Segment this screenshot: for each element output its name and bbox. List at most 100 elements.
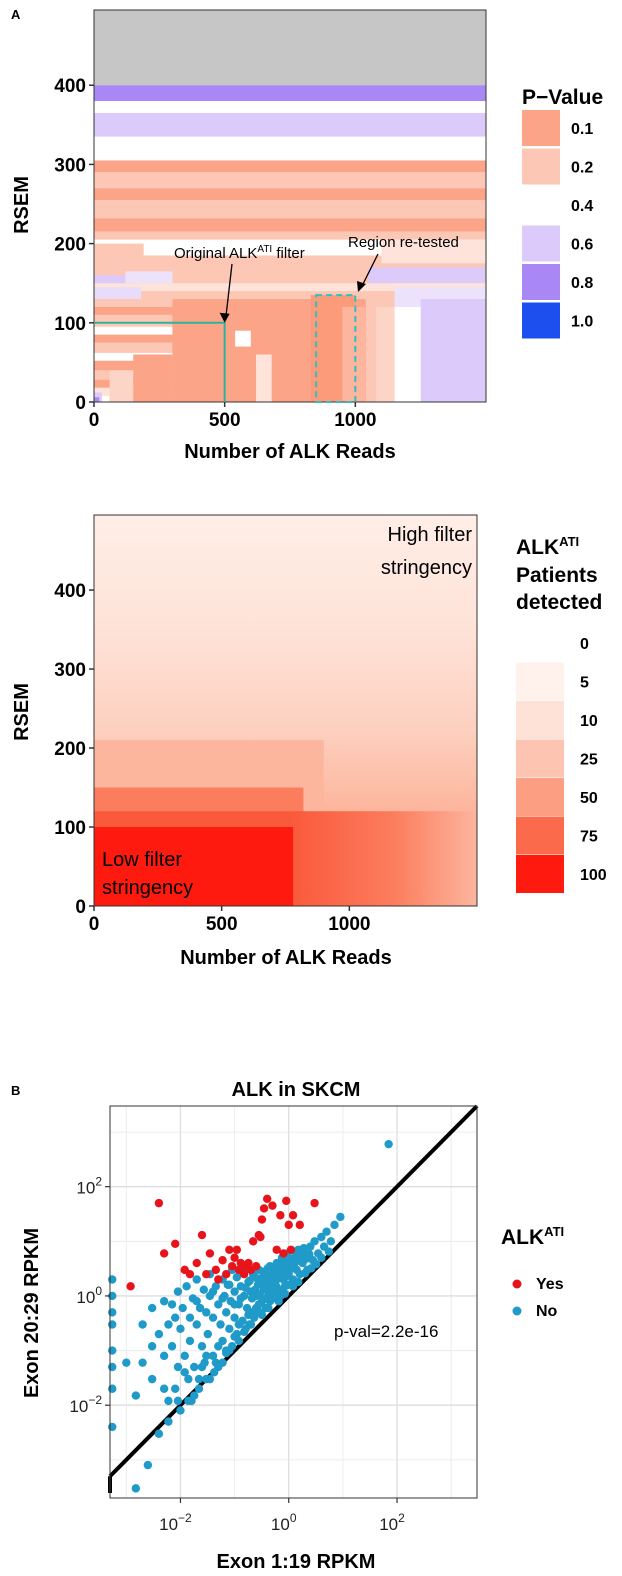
scatter-point-no	[264, 1303, 273, 1313]
heatmap1-cell	[125, 271, 173, 284]
heatmap1-band	[94, 218, 486, 232]
scatter-point-no	[122, 1358, 131, 1367]
scatter-point-no	[208, 1351, 218, 1361]
heatmap1-cell	[381, 239, 486, 264]
scatter-point-yes	[272, 1245, 281, 1254]
patients-legend-title-line2: Patients	[516, 564, 598, 587]
scatter-point-no	[190, 1362, 199, 1372]
scatter-xtick-label: 102	[379, 1511, 405, 1534]
scatter-point-no	[280, 1289, 290, 1298]
patients-legend-label: 5	[580, 675, 589, 692]
scatter-point-no	[225, 1324, 234, 1334]
heatmap2-ytick-label: 200	[54, 739, 86, 760]
scatter-point-no	[324, 1247, 334, 1256]
heatmap1-annotation-marks	[94, 253, 379, 403]
scatter-point-no	[310, 1237, 319, 1246]
heatmap1-cell	[376, 306, 395, 402]
scatter-point-no	[138, 1320, 147, 1329]
scatter-point-no	[234, 1320, 244, 1329]
scatter-point-no	[170, 1384, 180, 1393]
scatter-point-no	[180, 1368, 189, 1377]
scatter-point-no	[311, 1260, 321, 1269]
pvalue-legend-title: P−Value	[522, 86, 603, 109]
heatmap1-band	[94, 200, 486, 219]
heatmap1-na-region	[94, 10, 486, 86]
scatter-point-no	[222, 1308, 231, 1317]
scatter-point-yes	[154, 1198, 164, 1208]
region-retested-box	[315, 294, 357, 403]
scatter-point-no	[108, 1275, 117, 1284]
annotation-low-stringency-line1: Low filter	[102, 849, 182, 871]
heatmap1-cell	[133, 354, 173, 402]
region-retested-arrow-line	[361, 253, 379, 287]
pvalue-heatmap-axes: 0 500 1000 0 100 200 300 400	[54, 76, 376, 431]
scatter-point-yes	[282, 1196, 291, 1206]
scatter-point-yes	[262, 1194, 272, 1204]
patients-legend-label: 25	[580, 752, 598, 769]
scatter-point-no	[300, 1269, 310, 1278]
scatter-point-no	[167, 1300, 177, 1309]
scatter-point-no	[154, 1429, 164, 1438]
annotation-high-stringency-line2: stringency	[381, 557, 472, 579]
scatter-point-no	[176, 1406, 185, 1415]
legend-marker-no	[512, 1306, 522, 1316]
scatter-point-no	[185, 1336, 195, 1346]
heatmap1-cell	[394, 306, 421, 402]
scatter-ytick-label: 10−2	[69, 1393, 102, 1416]
scatter-point-no	[190, 1391, 199, 1400]
scatter-point-no	[170, 1313, 180, 1322]
scatter-point-yes	[222, 1270, 231, 1279]
pvalue-legend-swatch	[522, 148, 560, 185]
scatter-point-no	[176, 1324, 185, 1334]
scatter-point-no	[131, 1484, 141, 1493]
scatter-point-no	[202, 1351, 211, 1361]
original-filter-arrow-head	[219, 312, 230, 323]
heatmap1-ytick-label: 400	[54, 76, 86, 97]
scatter-point-no	[159, 1297, 169, 1306]
scatter-ytick-label: 102	[76, 1175, 102, 1198]
heatmap1-band	[94, 144, 486, 161]
scatter-xlabel: Exon 1:19 RPKM	[217, 1551, 376, 1573]
heatmap1-ytick-label: 300	[54, 155, 86, 176]
scatter-point-no	[282, 1271, 291, 1281]
scatter-point-no	[147, 1303, 157, 1313]
heatmap1-band	[94, 85, 486, 102]
pvalue-legend-label: 0.8	[571, 275, 593, 292]
scatter-point-yes	[276, 1211, 285, 1220]
pvalue-legend-label: 0.4	[571, 198, 593, 215]
heatmap1-band	[94, 172, 486, 189]
scatter-point-no	[252, 1274, 262, 1283]
annotation-low-stringency-line2: stringency	[102, 877, 193, 899]
patients-legend-swatch	[516, 701, 564, 739]
heatmap2-band	[293, 811, 477, 906]
scatter-point-no	[195, 1303, 205, 1313]
heatmap1-xtick-label: 0	[89, 410, 100, 431]
scatter-point-no	[294, 1277, 303, 1287]
scatter-point-yes	[214, 1275, 223, 1284]
scatter-point-no	[230, 1313, 239, 1322]
panel-label-b: B	[11, 1083, 20, 1098]
scatter-point-no	[159, 1351, 169, 1361]
pvalue-legend-label: 0.6	[571, 237, 593, 254]
heatmap1-cell	[235, 330, 251, 347]
pvalue-legend-label: 0.1	[571, 121, 593, 138]
patients-legend-title-line1: ALKATI	[516, 534, 579, 559]
scatter-point-yes	[126, 1282, 135, 1291]
pvalue-heatmap	[93, 9, 487, 403]
scatter-point-no	[305, 1250, 314, 1259]
scatter-point-yes	[251, 1262, 261, 1271]
heatmap2-ytick-label: 100	[54, 818, 86, 839]
scatter-point-no	[182, 1282, 191, 1291]
scatter-point-no	[264, 1287, 274, 1296]
scatter-point-no	[208, 1313, 218, 1322]
scatter-point-no	[330, 1220, 339, 1230]
heatmap1-cell	[94, 287, 142, 300]
scatter-point-no	[214, 1300, 223, 1309]
scatter-point-yes	[268, 1201, 277, 1210]
heatmap2-ylabel: RSEM	[11, 683, 33, 741]
scatter-point-no	[173, 1362, 183, 1372]
scatter-point-no	[108, 1320, 117, 1329]
scatter-point-yes	[239, 1270, 249, 1279]
heatmap1-xtick-label: 1000	[334, 410, 376, 431]
